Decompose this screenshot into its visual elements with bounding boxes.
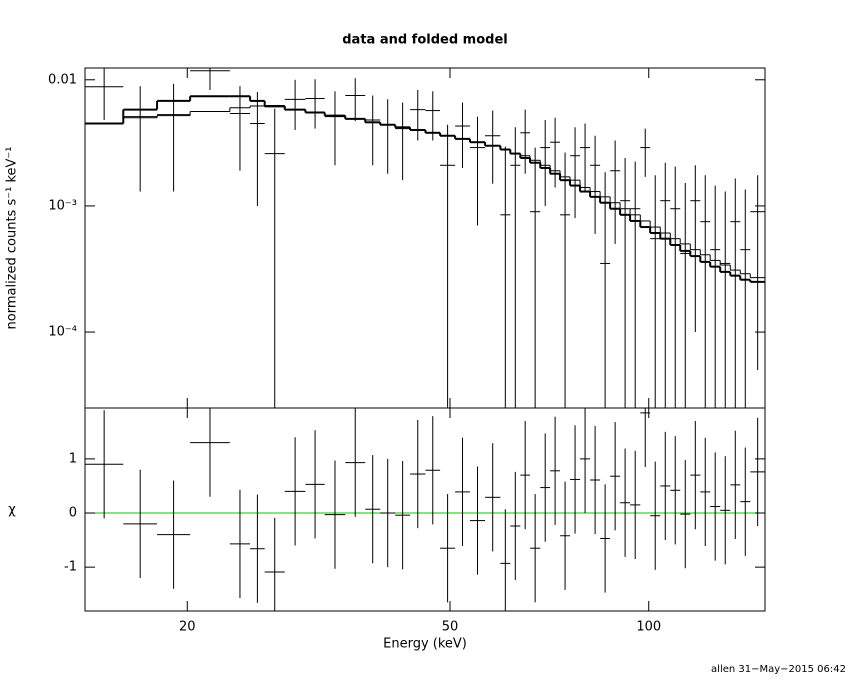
plot-area [85,408,765,611]
y-axis-label: χ [8,503,16,518]
y-axis-label: normalized counts s⁻¹ keV⁻¹ [5,147,20,330]
axes: 0.01 10⁻³ 10⁻⁴ 1 0 -1 20 50 100 [48,67,766,635]
y-tick-label: 1 [69,451,77,466]
y-tick-label: 10⁻³ [48,198,77,213]
chart-title: data and folded model [342,33,508,48]
y-tick-label: 0.01 [48,72,77,87]
x-tick-label: 100 [636,620,661,635]
x-axis-label: Energy (keV) [383,637,467,652]
y-tick-label: 10⁻⁴ [48,325,77,340]
plot-area [85,68,765,408]
y-tick-label: -1 [64,560,77,575]
y-tick-label: 0 [69,506,77,521]
plot-frame [84,407,766,612]
footer: allen 31−May−2015 06:42 [711,664,846,675]
x-tick-label: 20 [179,620,196,635]
x-tick-label: 50 [442,620,459,635]
